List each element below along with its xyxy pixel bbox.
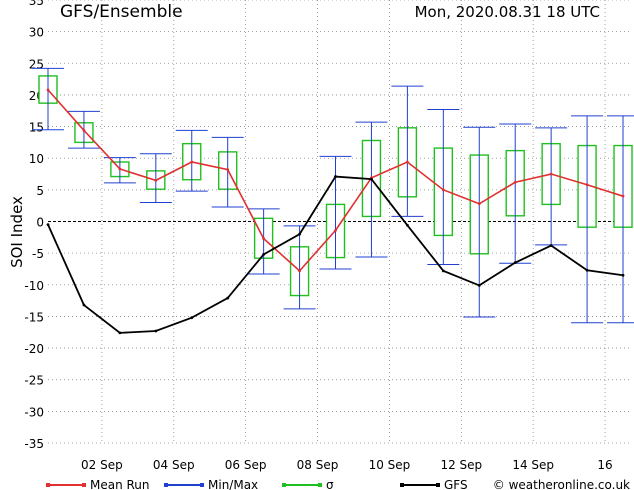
x-tick-label: 14 Sep — [512, 458, 554, 472]
legend-marker — [200, 483, 204, 487]
y-tick-label: 30 — [29, 26, 44, 40]
y-tick-label: 0 — [36, 216, 44, 230]
legend-marker — [436, 483, 440, 487]
chart-title: GFS/Ensemble — [60, 2, 183, 22]
y-tick-label: -5 — [32, 247, 44, 261]
y-tick-label: -25 — [24, 374, 44, 388]
mean-run-point — [298, 269, 301, 273]
y-tick-label: 25 — [29, 57, 44, 71]
gfs-point — [334, 175, 337, 178]
legend-marker — [46, 483, 50, 487]
y-axis-label: SOI Index — [8, 196, 26, 268]
legend-item-gfs: GFS — [402, 478, 468, 490]
y-tick-label: -10 — [24, 279, 44, 293]
gfs-point — [82, 303, 86, 307]
mean-run-point — [441, 188, 445, 192]
legend-label-gfs: GFS — [444, 478, 468, 490]
legend-label-minmax: Min/Max — [208, 478, 258, 490]
legend-marker — [82, 483, 86, 487]
mean-run-point — [262, 237, 266, 240]
mean-run-point — [405, 160, 409, 164]
gfs-point — [370, 177, 373, 181]
mean-run-point — [118, 167, 122, 171]
x-tick-label: 06 Sep — [225, 458, 267, 472]
gfs-point — [513, 261, 517, 265]
mean-run-point — [190, 160, 194, 164]
legend-label-sigma: σ — [326, 478, 334, 490]
y-tick-label: -30 — [24, 405, 44, 419]
gfs-point — [226, 296, 230, 300]
gfs-point — [549, 244, 553, 247]
gfs-point — [585, 268, 589, 272]
mean-run-point — [154, 178, 158, 182]
y-tick-label: -20 — [24, 342, 44, 356]
legend-label-mean: Mean Run — [90, 478, 150, 490]
credit-text: © weatheronline.co.uk — [493, 478, 630, 490]
y-tick-label: -35 — [24, 437, 44, 451]
x-tick-label: 04 Sep — [153, 458, 195, 472]
gfs-points — [46, 175, 625, 335]
legend-item-mean: Mean Run — [48, 478, 150, 490]
gfs-point — [118, 331, 122, 335]
mean-run-point — [585, 183, 589, 187]
x-tick-label: 16 — [597, 458, 612, 472]
legend-item-minmax: Min/Max — [166, 478, 258, 490]
gfs-point — [441, 269, 445, 273]
gfs-point — [190, 316, 194, 320]
legend-marker — [282, 483, 286, 487]
x-tick-label: 08 Sep — [297, 458, 339, 472]
x-axis-tick-labels: 02 Sep 04 Sep 06 Sep 08 Sep 10 Sep 12 Sep 14 S… — [81, 458, 613, 472]
y-tick-label: 10 — [29, 152, 44, 166]
gfs-point — [46, 223, 50, 227]
mean-run-point — [621, 194, 625, 198]
mean-run-point — [549, 172, 553, 176]
x-tick-label: 12 Sep — [440, 458, 482, 472]
y-tick-label: -15 — [24, 310, 44, 324]
mean-run-point — [226, 168, 230, 172]
y-tick-label: 5 — [36, 184, 44, 198]
x-tick-label: 10 Sep — [369, 458, 411, 472]
gfs-point — [154, 329, 158, 333]
gfs-point — [298, 232, 301, 236]
mean-run-point — [477, 202, 481, 206]
legend-item-sigma: σ — [284, 478, 334, 490]
mean-run-point — [334, 228, 337, 232]
mean-run-point — [46, 88, 50, 92]
y-tick-label: 15 — [29, 121, 44, 135]
legend-marker — [400, 483, 404, 487]
gfs-point — [262, 253, 266, 256]
legend-marker — [164, 483, 168, 487]
run-date: Mon, 2020.08.31 18 UTC — [415, 3, 600, 21]
legend: Mean Run Min/Max σ GFS © weatheronline.c… — [46, 478, 630, 490]
x-tick-label: 02 Sep — [81, 458, 123, 472]
legend-marker — [318, 483, 322, 487]
y-tick-label: 35 — [29, 0, 44, 8]
mean-run-point — [513, 180, 517, 184]
gfs-point — [621, 273, 625, 277]
gfs-point — [477, 284, 481, 287]
gfs-point — [405, 223, 409, 227]
mean-run-point — [82, 128, 86, 132]
